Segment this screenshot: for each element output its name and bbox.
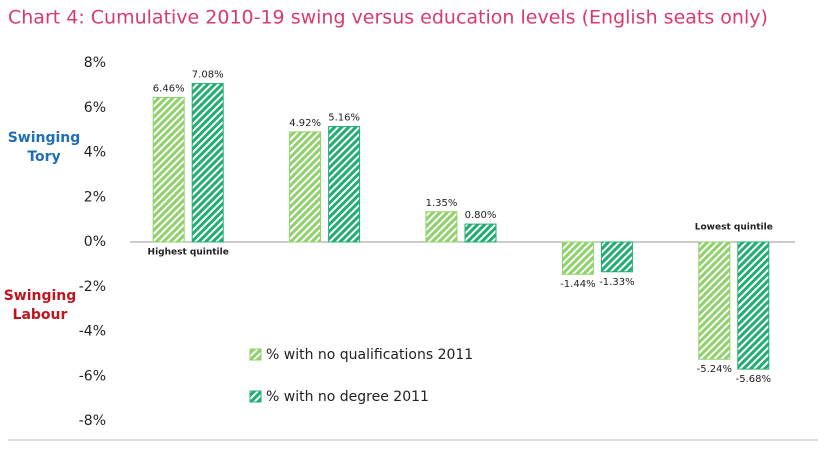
value-label: 7.08%: [192, 70, 224, 81]
legend-label: % with no degree 2011: [266, 389, 429, 405]
y-tick-label: -6%: [79, 368, 106, 384]
value-label: 0.80%: [465, 210, 497, 221]
x-tick-label: Highest quintile: [148, 248, 229, 258]
bar: [464, 223, 497, 243]
value-label: -5.68%: [736, 374, 771, 385]
value-label: -1.33%: [599, 277, 634, 288]
bar: [425, 211, 458, 243]
chart-title: Chart 4: Cumulative 2010-19 swing versus…: [8, 7, 768, 29]
y-tick-label: 4%: [84, 145, 106, 161]
value-label: 1.35%: [426, 198, 458, 209]
bar: [698, 241, 731, 360]
y-tick-label: -8%: [79, 413, 106, 429]
y-tick-label: -2%: [79, 279, 106, 295]
bar: [191, 83, 224, 243]
bar: [289, 131, 322, 243]
x-tick-label: Lowest quintile: [695, 223, 773, 233]
bar: [737, 241, 770, 370]
y-tick-label: 0%: [84, 234, 106, 250]
value-label: 6.46%: [153, 83, 185, 94]
legend-swatch: [249, 348, 262, 361]
annotation: Swinging Tory: [7, 130, 81, 165]
y-tick-label: 8%: [84, 55, 106, 71]
bar: [561, 241, 594, 275]
value-label: -5.24%: [697, 364, 732, 375]
legend-swatch: [249, 390, 262, 403]
value-label: 4.92%: [289, 118, 321, 129]
y-tick-label: -4%: [79, 324, 106, 340]
bar: [328, 126, 361, 243]
legend-label: % with no qualifications 2011: [266, 347, 473, 363]
y-tick-label: 2%: [84, 189, 106, 205]
bar: [600, 241, 633, 273]
annotation: Swinging Labour: [3, 288, 77, 323]
value-label: 5.16%: [328, 113, 360, 124]
value-label: -1.44%: [560, 279, 595, 290]
y-tick-label: 6%: [84, 100, 106, 116]
bar: [152, 96, 185, 243]
